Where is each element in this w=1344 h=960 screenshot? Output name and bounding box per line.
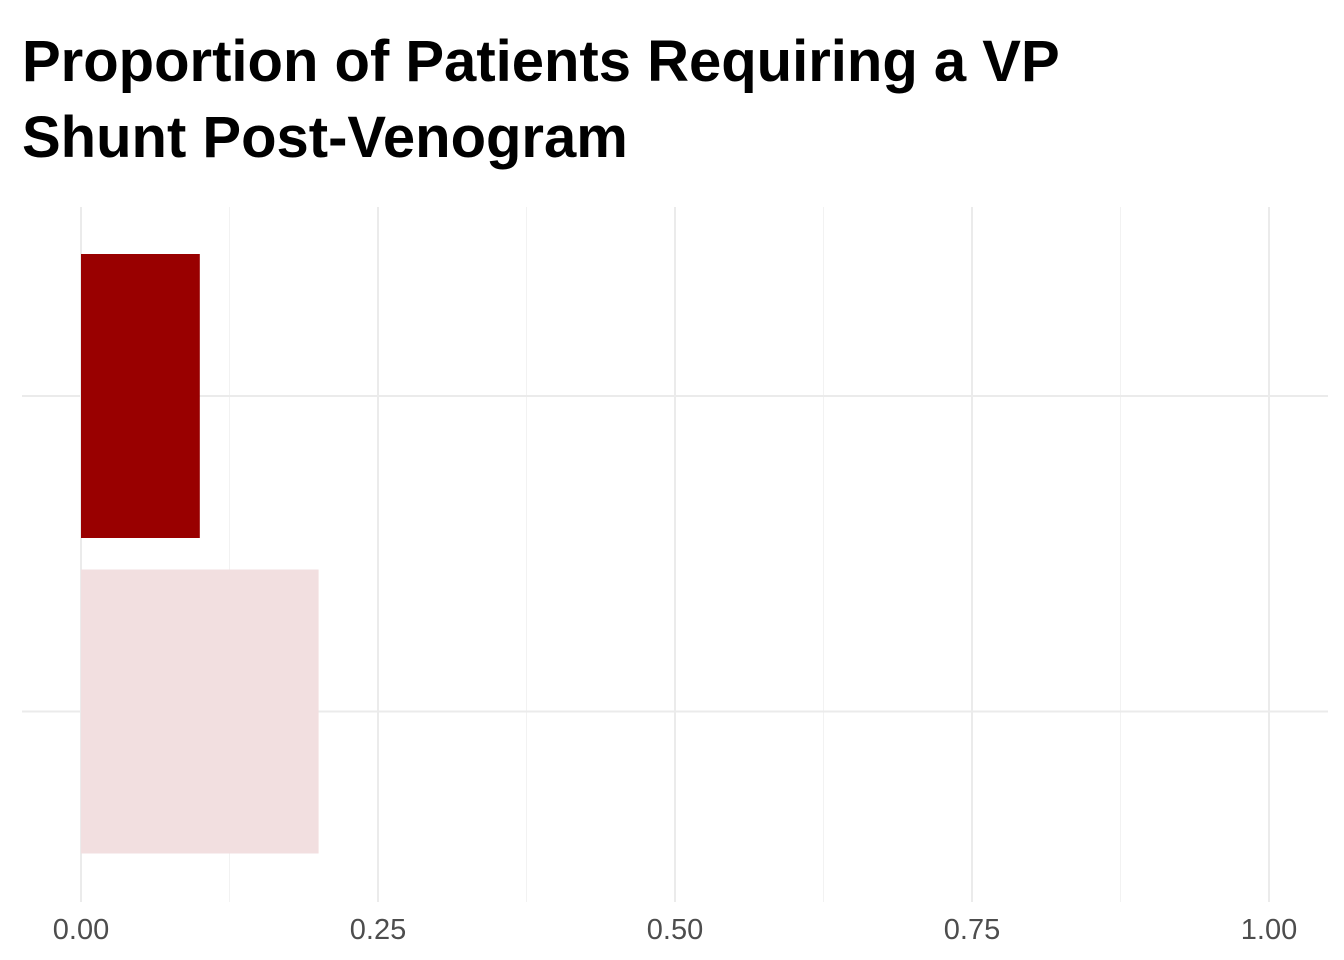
bar-2 [81, 569, 319, 854]
x-tick-label: 0.75 [944, 914, 1000, 946]
x-tick-label: 0.50 [647, 914, 703, 946]
x-tick-label: 0.25 [350, 914, 406, 946]
x-axis-ticks: 0.00 0.25 0.50 0.75 1.00 [53, 914, 1297, 946]
x-tick-label: 1.00 [1241, 914, 1297, 946]
bar-1 [81, 254, 200, 538]
bars [81, 254, 319, 854]
chart-title: Proportion of Patients Requiring a VP Sh… [22, 29, 1059, 170]
x-tick-label: 0.00 [53, 914, 109, 946]
